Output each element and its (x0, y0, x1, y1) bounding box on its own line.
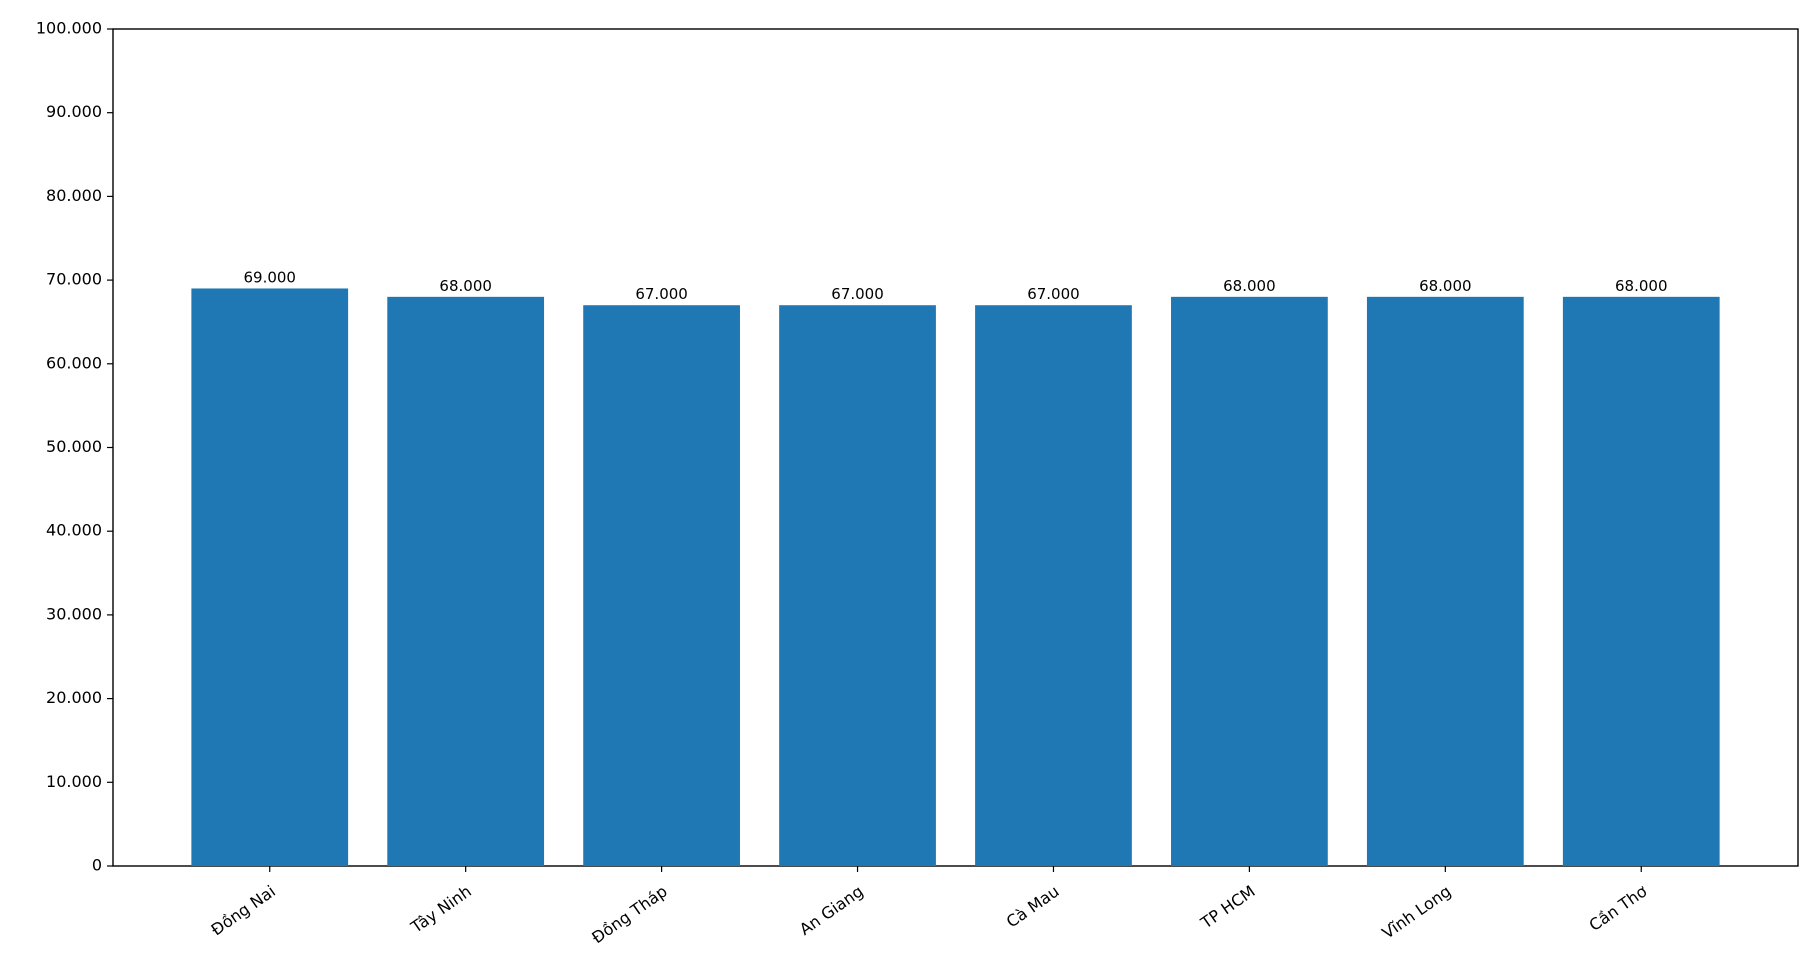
y-tick-label: 90.000 (46, 102, 102, 121)
bar (583, 305, 740, 867)
y-tick-label: 60.000 (46, 353, 102, 372)
bar (779, 305, 936, 867)
x-tick-label: Đồng Tháp (588, 882, 671, 948)
bar (387, 296, 545, 867)
bar (1562, 296, 1720, 867)
value-label: 69.000 (243, 268, 296, 286)
y-tick-label: 100.000 (36, 19, 102, 38)
y-tick-label: 80.000 (46, 186, 102, 205)
x-tick-label: An Giang (796, 882, 867, 940)
bar (1366, 296, 1524, 867)
y-tick-label: 20.000 (46, 688, 102, 707)
bar (975, 305, 1132, 867)
value-label: 68.000 (1223, 277, 1276, 295)
y-tick-label: 70.000 (46, 270, 102, 289)
x-tick-label: Đồng Nai (208, 882, 279, 940)
x-tick-label: Tây Ninh (407, 882, 475, 938)
x-tick-label: Cà Mau (1003, 882, 1063, 932)
y-tick-label: 10.000 (46, 772, 102, 791)
value-label: 67.000 (1027, 285, 1080, 303)
bar (1171, 296, 1328, 867)
x-tick-label: Vĩnh Long (1378, 882, 1454, 943)
bar (191, 288, 349, 867)
plot-frame (112, 28, 1799, 867)
value-label: 67.000 (831, 285, 884, 303)
value-label: 68.000 (1615, 277, 1668, 295)
y-tick-label: 30.000 (46, 604, 102, 623)
y-tick-label: 50.000 (46, 437, 102, 456)
x-tick-label: Cần Thơ (1586, 881, 1651, 934)
y-tick-label: 40.000 (46, 521, 102, 540)
value-label: 68.000 (439, 277, 492, 295)
y-tick-label: 0 (92, 856, 102, 875)
value-label: 67.000 (635, 285, 688, 303)
value-label: 68.000 (1419, 277, 1472, 295)
x-tick-label: TP HCM (1196, 882, 1258, 933)
